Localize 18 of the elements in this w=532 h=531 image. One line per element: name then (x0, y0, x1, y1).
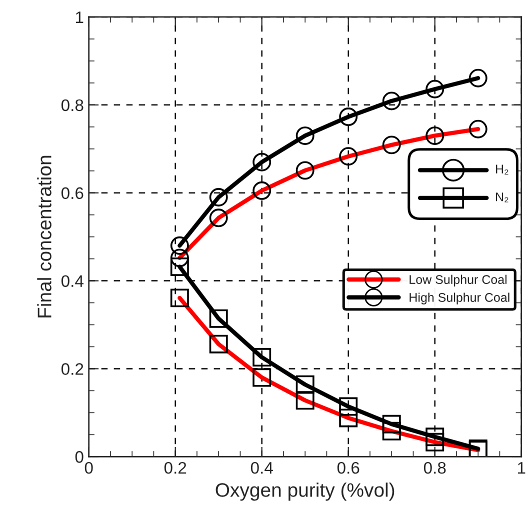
y-tick-label: 0.4 (61, 275, 84, 287)
x-tick-label: 0.2 (164, 462, 186, 474)
legend-label: Low Sulphur Coal (410, 274, 506, 286)
y-tick-label: 1 (76, 12, 84, 24)
x-tick-label: 0.4 (250, 462, 273, 474)
annotation: N₂ (496, 192, 508, 202)
annotation: H₂ (496, 164, 508, 174)
x-tick-label: 0 (84, 462, 93, 474)
x-tick-label: 0.6 (337, 462, 360, 474)
legend-label: High Sulphur Coal (410, 292, 510, 304)
x-tick-label: 0.8 (424, 462, 446, 474)
y-tick-label: 0 (75, 451, 84, 463)
y-tick-label: 0.2 (61, 363, 84, 375)
x-axis-title: Oxygen purity (%vol) (216, 482, 394, 501)
y-tick-label: 0.8 (61, 99, 84, 112)
x-tick-label: 1 (518, 462, 526, 474)
y-axis-title: Final concentration (37, 156, 52, 318)
y-tick-label: 0.6 (61, 187, 84, 200)
